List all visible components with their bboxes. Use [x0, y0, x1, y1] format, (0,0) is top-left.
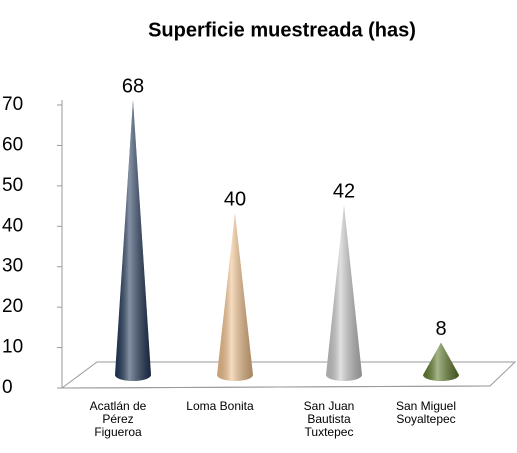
x-axis: [61, 385, 491, 389]
y-tick-label: 50: [2, 175, 23, 196]
cone-shade: [423, 342, 459, 381]
y-tick-label: 10: [2, 337, 23, 358]
value-label: 68: [122, 75, 144, 97]
y-tick-label: 0: [2, 377, 13, 398]
x-tick-label: San Juan Bautista Tuxtepec: [303, 399, 355, 439]
cone-shade: [217, 213, 253, 381]
x-tick-label: San Miguel Soyaltepec: [395, 399, 457, 426]
value-label: 8: [435, 318, 446, 340]
y-tick-label: 40: [2, 215, 23, 236]
chart-title: Superficie muestreada (has): [148, 19, 416, 41]
value-label: 42: [333, 180, 355, 202]
y-tick-label: 20: [2, 296, 23, 317]
x-tick-label: Acatlán de Pérez Figueroa: [89, 399, 147, 439]
value-label: 40: [224, 189, 246, 211]
cone-shade: [115, 100, 151, 381]
y-tick-label: 60: [2, 134, 23, 155]
y-tick-label: 30: [2, 256, 23, 277]
cone-shade: [326, 205, 362, 381]
y-tick-label: 70: [2, 94, 23, 115]
x-tick-label: Loma Bonita: [186, 399, 254, 413]
